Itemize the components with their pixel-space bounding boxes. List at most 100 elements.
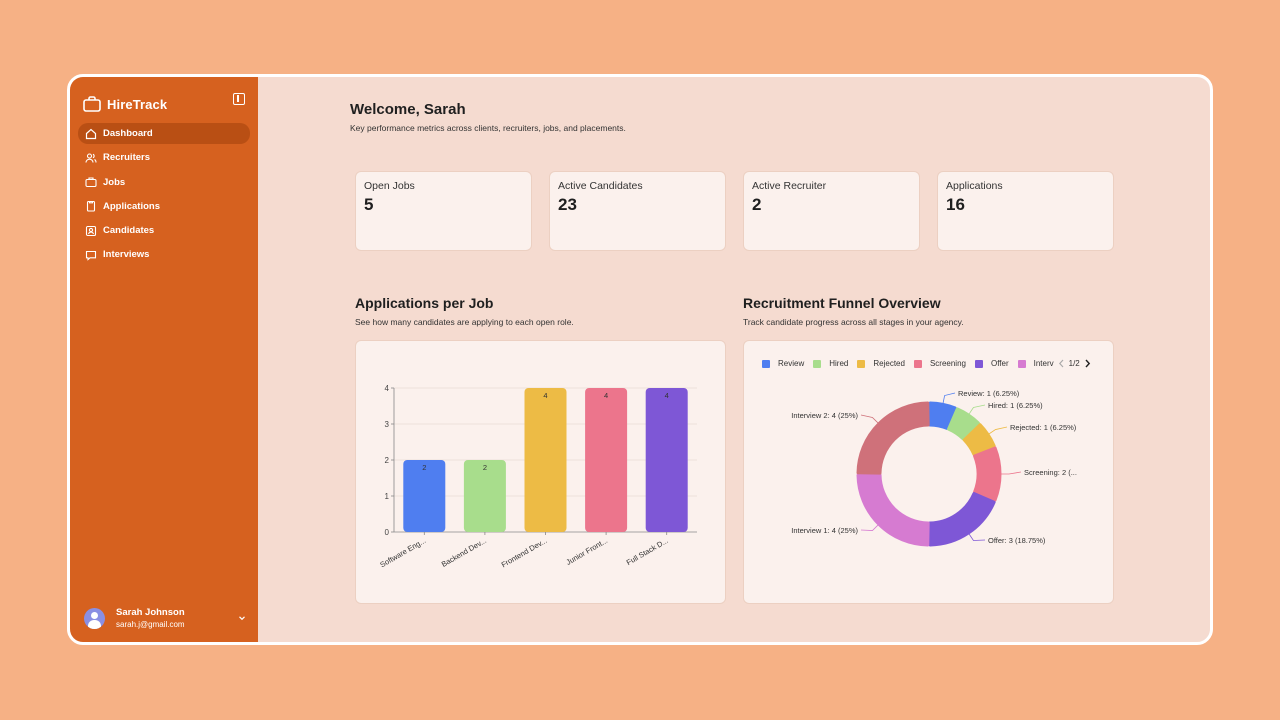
legend-label: Hired [829,359,849,368]
x-tick-label: Backend Dev... [440,536,488,569]
page-subtitle: Key performance metrics across clients, … [350,123,626,133]
slice-label: Hired: 1 (6.25%) [988,401,1043,410]
donut-slice [928,401,957,430]
bar [463,460,506,532]
briefcase-logo-icon [83,96,101,112]
sidebar-item-label: Applications [103,200,161,212]
user-email: sarah.j@gmail.com [116,620,185,629]
user-name: Sarah Johnson [116,607,185,618]
y-tick-label: 2 [385,456,390,465]
legend-item-review[interactable]: Review [762,359,804,368]
bar-chart-card: 0 1 2 3 4 2 Software Eng... 2 Backend Dev... 4 Fro… [355,340,726,604]
legend-item-screening[interactable]: Screening [913,359,966,368]
stat-label: Active Candidates [558,180,643,192]
bar-value-label: 4 [543,391,547,400]
sidebar-item-label: Recruiters [103,152,150,164]
legend-item-offer[interactable]: Offer [974,359,1009,368]
sidebar-item-recruiters[interactable]: Recruiters [78,147,250,168]
chevron-left-icon[interactable] [1058,359,1065,368]
slice-leader-line [860,524,879,531]
bar [524,388,567,532]
stat-card-active-candidates: Active Candidates 23 [549,171,726,251]
sidebar-item-dashboard[interactable]: Dashboard [78,123,250,144]
sidebar: HireTrack Dashboard Recruiters Jobs Appl… [70,77,258,642]
main-content: Welcome, Sarah Key performance metrics a… [258,77,1210,642]
slice-leader-line [860,414,879,424]
slice-label: Review: 1 (6.25%) [958,389,1020,398]
legend-swatch [913,359,922,368]
funnel-chart-subtitle: Track candidate progress across all stag… [743,317,964,327]
user-profile[interactable]: Sarah Johnson sarah.j@gmail.com [84,607,246,629]
donut-slice [962,423,996,456]
user-info: Sarah Johnson sarah.j@gmail.com [116,607,238,629]
slice-label: Screening: 2 (... [1024,468,1077,477]
message-icon [85,250,97,261]
sidebar-item-interviews[interactable]: Interviews [78,244,250,265]
bar-value-label: 2 [422,463,426,472]
stat-value: 5 [364,195,374,214]
sidebar-item-jobs[interactable]: Jobs [78,172,250,193]
x-tick-label: Frontend Dev... [500,536,549,569]
legend-item-interview[interactable]: Interv [1017,359,1054,368]
funnel-legend: Review Hired Rejected Screening Offer In… [762,359,1091,368]
contact-icon [85,225,97,236]
slice-label: Interview 2: 4 (25%) [791,411,858,420]
stat-value: 16 [946,195,965,214]
sidebar-item-label: Jobs [103,176,126,188]
slice-leader-line [968,533,986,541]
bar [645,388,688,532]
y-tick-label: 3 [385,420,390,429]
sidebar-collapse-icon[interactable] [233,93,245,105]
slice-leader-line [968,404,986,415]
donut-slice [973,446,1002,502]
briefcase-icon [85,177,97,188]
chevron-right-icon[interactable] [1084,359,1091,368]
legend-pager: 1/2 [1058,359,1091,368]
page-title: Welcome, Sarah [350,101,466,118]
legend-item-rejected[interactable]: Rejected [857,359,905,368]
sidebar-item-applications[interactable]: Applications [78,196,250,217]
sidebar-item-label: Candidates [103,225,155,237]
donut-slice [928,492,996,547]
avatar [84,607,105,629]
stat-card-applications: Applications 16 [937,171,1114,251]
legend-page: 1/2 [1068,359,1080,368]
funnel-chart-title: Recruitment Funnel Overview [743,295,941,311]
slice-leader-line [942,392,956,404]
bar [403,460,446,532]
bar-value-label: 2 [483,463,487,472]
legend-label: Interv [1033,359,1054,368]
legend-item-hired[interactable]: Hired [813,359,848,368]
brand[interactable]: HireTrack [70,77,258,117]
legend-label: Review [778,359,805,368]
legend-swatch [974,359,983,368]
sidebar-item-label: Interviews [103,249,150,261]
x-tick-label: Software Eng... [378,536,427,569]
legend-swatch [857,359,866,368]
legend-swatch [813,359,822,368]
slice-label: Rejected: 1 (6.25%) [1010,423,1077,432]
bar-value-label: 4 [604,391,608,400]
bar-chart-title: Applications per Job [355,295,494,311]
x-tick-label: Full Stack D... [625,536,670,567]
app-window: HireTrack Dashboard Recruiters Jobs Appl… [67,74,1213,645]
legend-label: Rejected [873,359,905,368]
home-icon [85,128,97,139]
slice-leader-line [988,426,1008,435]
y-tick-label: 0 [385,528,390,537]
bar-chart-subtitle: See how many candidates are applying to … [355,317,574,327]
y-tick-label: 1 [385,492,390,501]
app-name: HireTrack [107,96,168,112]
stat-label: Open Jobs [364,180,415,192]
legend-swatch [1017,359,1026,368]
sidebar-item-candidates[interactable]: Candidates [78,220,250,241]
slice-label: Offer: 3 (18.75%) [988,536,1046,545]
bar-value-label: 4 [665,391,669,400]
stat-value: 2 [752,195,762,214]
chevron-down-icon[interactable] [238,614,246,622]
bar-chart: 0 1 2 3 4 2 Software Eng... 2 Backend Dev... 4 Fro… [378,384,697,569]
donut-chart: Review: 1 (6.25%) Hired: 1 (6.25%) Rejecte… [791,389,1077,547]
funnel-chart-card: Review Hired Rejected Screening Offer In… [743,340,1114,604]
stat-card-open-jobs: Open Jobs 5 [355,171,532,251]
stat-card-active-recruiter: Active Recruiter 2 [743,171,920,251]
